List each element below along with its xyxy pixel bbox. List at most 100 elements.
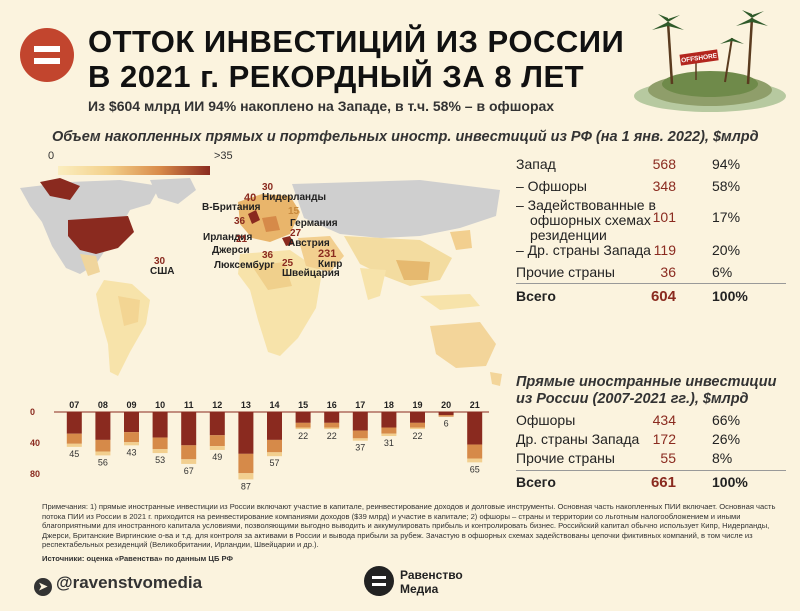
bar-value-label: 22 bbox=[412, 431, 422, 441]
bar-segment bbox=[438, 412, 454, 416]
map-value-austria: 27 bbox=[290, 228, 302, 239]
bar-value-label: 67 bbox=[184, 466, 194, 476]
bar-segment bbox=[410, 422, 425, 428]
bar-chart-ytick: 40 bbox=[30, 438, 40, 448]
bar-segment bbox=[381, 427, 397, 434]
map-value-usa: 30 bbox=[154, 256, 166, 267]
bar-segment bbox=[381, 412, 397, 428]
bar-segment bbox=[209, 446, 225, 450]
fdi-bar-chart: 45 56 43 53 67 49 87 57 22 22 37 31 22 6 65 07 08 09 10 11… bbox=[30, 400, 489, 490]
bar-segment bbox=[295, 422, 311, 428]
bar-segment bbox=[438, 415, 454, 417]
bar-segment bbox=[124, 432, 139, 443]
bar-segment bbox=[66, 443, 82, 447]
map-value-cyprus: 231 bbox=[318, 248, 337, 260]
bar-segment bbox=[295, 427, 311, 430]
bar-segment bbox=[66, 433, 82, 444]
map-label-netherlands: Нидерланды bbox=[262, 192, 326, 203]
bar-segment bbox=[95, 451, 111, 456]
page-title: ОТТОК ИНВЕСТИЦИЙ ИЗ РОССИИ В 2021 г. РЕК… bbox=[88, 24, 625, 94]
world-map bbox=[20, 178, 502, 386]
fdi-divider bbox=[516, 470, 786, 471]
bar-segment bbox=[152, 412, 168, 438]
bar-segment bbox=[352, 412, 368, 431]
bar-value-label: 49 bbox=[212, 452, 222, 462]
bar-value-label: 53 bbox=[155, 455, 165, 465]
bar-value-label: 6 bbox=[444, 419, 449, 429]
bar-category-label: 07 bbox=[69, 400, 79, 410]
bar-segment bbox=[181, 412, 197, 446]
bar-segment bbox=[209, 412, 225, 436]
bar-segment bbox=[324, 412, 340, 423]
notes-text: Примечания: 1) прямые иностранные инвест… bbox=[42, 502, 776, 550]
bar-segment bbox=[124, 442, 139, 446]
bar-segment bbox=[152, 449, 168, 454]
bar-segment bbox=[324, 422, 340, 428]
bar-category-label: 14 bbox=[269, 400, 279, 410]
bar-value-label: 87 bbox=[241, 481, 251, 490]
bar-segment bbox=[181, 459, 197, 464]
map-label-uk: В-Британия bbox=[202, 202, 261, 213]
bar-segment bbox=[467, 444, 483, 459]
map-label-usa: США bbox=[150, 266, 175, 277]
map-label-switzerland: Швейцария bbox=[282, 268, 340, 279]
accum-total-row: Всего 604 100% bbox=[516, 288, 748, 305]
fdi-table: Офшоры 434 66% Др. страны Запада 172 26%… bbox=[516, 412, 741, 466]
map-scale-gradient bbox=[58, 166, 210, 175]
map-value-uk: 40 bbox=[244, 192, 257, 204]
map-label-germany: Германия bbox=[290, 218, 338, 229]
bar-segment bbox=[124, 412, 139, 433]
bar-segment bbox=[181, 445, 197, 460]
bar-value-label: 22 bbox=[298, 431, 308, 441]
bar-value-label: 22 bbox=[327, 431, 337, 441]
bar-segment bbox=[95, 439, 111, 452]
fdi-total-row: Всего 661 100% bbox=[516, 474, 748, 491]
notes-block: Примечания: 1) прямые иностранные инвест… bbox=[42, 502, 784, 564]
bar-value-label: 37 bbox=[355, 443, 365, 453]
bar-category-label: 13 bbox=[241, 400, 251, 410]
bar-category-label: 08 bbox=[98, 400, 108, 410]
bar-segment bbox=[267, 412, 282, 440]
map-label-jersey: Джерси bbox=[212, 245, 250, 256]
bar-value-label: 43 bbox=[126, 447, 136, 457]
bar-segment bbox=[467, 412, 483, 445]
accum-divider bbox=[516, 283, 786, 284]
bar-segment bbox=[410, 412, 425, 423]
map-value-germany: 15 bbox=[288, 206, 300, 217]
map-label-austria: Австрия bbox=[288, 238, 330, 249]
telegram-handle[interactable]: ➤ @ravenstvomedia bbox=[34, 573, 202, 596]
map-scale-legend: 0 >35 bbox=[48, 150, 233, 162]
bar-segment bbox=[238, 453, 254, 474]
bar-value-label: 57 bbox=[269, 458, 279, 468]
bar-segment bbox=[352, 438, 368, 441]
bar-segment bbox=[152, 437, 168, 450]
bar-category-label: 19 bbox=[412, 400, 422, 410]
telegram-icon: ➤ bbox=[34, 578, 52, 596]
map-value-switzerland: 25 bbox=[282, 258, 294, 269]
bar-value-label: 56 bbox=[98, 457, 108, 467]
map-section-title: Объем накопленных прямых и портфельных и… bbox=[52, 129, 759, 145]
bar-category-label: 16 bbox=[327, 400, 337, 410]
bar-chart-ytick: 80 bbox=[30, 469, 40, 479]
bar-segment bbox=[467, 458, 483, 463]
map-value-jersey: 21 bbox=[236, 234, 248, 245]
bar-value-label: 31 bbox=[384, 438, 394, 448]
bar-segment bbox=[267, 452, 282, 457]
bar-segment bbox=[352, 430, 368, 439]
bar-segment bbox=[238, 412, 254, 454]
bar-category-label: 11 bbox=[184, 400, 194, 410]
sources-text: Источники: оценка «Равенства» по данным … bbox=[42, 553, 233, 563]
bar-segment bbox=[381, 433, 397, 437]
bar-category-label: 20 bbox=[441, 400, 451, 410]
scale-max-label: >35 bbox=[214, 150, 233, 162]
bar-category-label: 15 bbox=[298, 400, 308, 410]
brand-logo-icon bbox=[364, 566, 394, 596]
offshore-island-illustration: OFFSHORE bbox=[634, 10, 786, 112]
bar-category-label: 17 bbox=[355, 400, 365, 410]
bar-segment bbox=[238, 473, 254, 480]
page-subtitle: Из $604 млрд ИИ 94% накоплено на Западе,… bbox=[88, 98, 555, 114]
map-label-ireland: Ирландия bbox=[203, 232, 253, 243]
fdi-section-title: Прямые иностранные инвестиции из России … bbox=[516, 374, 777, 407]
map-label-cyprus: Кипр bbox=[318, 259, 343, 270]
bar-segment bbox=[95, 412, 111, 440]
